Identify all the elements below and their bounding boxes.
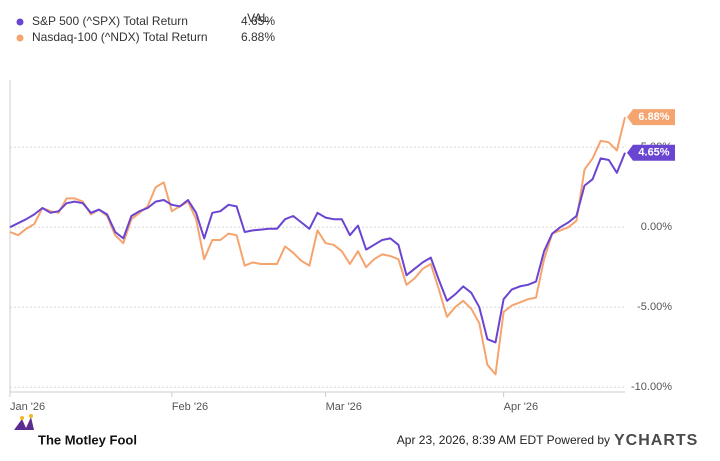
x-tick-label: Jan '26 <box>10 401 45 413</box>
legend-marker <box>16 34 24 42</box>
logo-bell <box>20 416 24 420</box>
x-tick-label: Feb '26 <box>172 401 208 413</box>
legend-marker <box>16 18 24 26</box>
legend-label: Nasdaq-100 (^NDX) Total Return <box>32 30 208 44</box>
logo-hat <box>14 417 34 430</box>
legend-value: 4.65% <box>241 14 275 28</box>
series-line <box>9 116 626 376</box>
legend-value: 6.88% <box>241 30 275 44</box>
y-tick-label: -5.00% <box>637 301 672 313</box>
x-tick-label: Mar '26 <box>326 401 362 413</box>
legend-label: S&P 500 (^SPX) Total Return <box>32 14 188 28</box>
logo-bell <box>29 414 33 418</box>
value-tag <box>627 109 675 126</box>
motley-fool-logo: The Motley Fool <box>14 414 137 447</box>
x-tick-label: Apr '26 <box>504 401 539 413</box>
value-tag <box>627 144 675 161</box>
series-line <box>9 152 626 344</box>
value-tag-label: 4.65% <box>638 147 669 159</box>
footer-source: The Motley Fool <box>38 432 137 447</box>
value-tag-label: 6.88% <box>638 111 669 123</box>
footer-brand: YCHARTS <box>614 432 698 449</box>
legend-header: VAL <box>247 11 269 25</box>
y-tick-label: -10.00% <box>631 381 672 393</box>
footer-timestamp: Apr 23, 2026, 8:39 AM EDT Powered by <box>397 433 610 447</box>
y-tick-label: 0.00% <box>641 221 672 233</box>
